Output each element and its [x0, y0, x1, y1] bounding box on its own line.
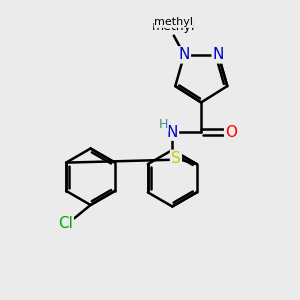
Text: N: N [178, 47, 190, 62]
Text: S: S [171, 151, 181, 166]
Text: O: O [225, 125, 237, 140]
Text: Cl: Cl [58, 216, 73, 231]
Text: H: H [159, 118, 168, 131]
Text: N: N [167, 125, 178, 140]
Text: methyl: methyl [154, 17, 193, 27]
Text: N: N [213, 47, 224, 62]
Text: methyl: methyl [152, 20, 196, 33]
